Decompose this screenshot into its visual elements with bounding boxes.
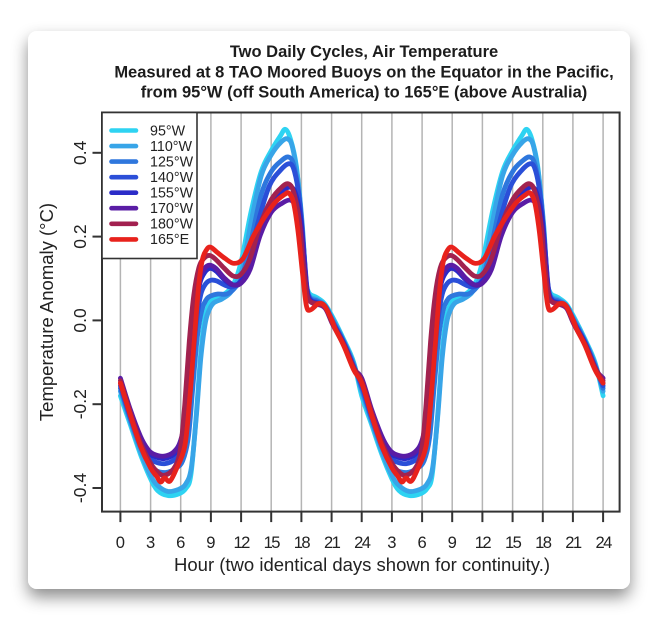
svg-text:3: 3 [146, 533, 155, 552]
svg-text:0.4: 0.4 [70, 140, 90, 165]
svg-text:95°W: 95°W [150, 123, 186, 139]
svg-text:180°W: 180°W [150, 217, 194, 233]
svg-text:155°W: 155°W [150, 186, 194, 202]
svg-text:140°W: 140°W [150, 170, 194, 186]
svg-text:-0.2: -0.2 [70, 389, 90, 419]
svg-text:0.2: 0.2 [70, 224, 90, 248]
svg-text:-0.4: -0.4 [70, 473, 90, 503]
svg-text:6: 6 [417, 533, 426, 552]
svg-text:Temperature Anomaly (°C): Temperature Anomaly (°C) [36, 203, 57, 421]
svg-text:24: 24 [595, 533, 612, 552]
svg-text:110°W: 110°W [150, 139, 193, 155]
svg-text:Measured at 8 TAO Moored Buoys: Measured at 8 TAO Moored Buoys on the Eq… [114, 64, 613, 82]
svg-text:21: 21 [565, 533, 582, 552]
svg-text:from 95°W (off South America): from 95°W (off South America) to 165°E (… [141, 84, 588, 102]
svg-text:170°W: 170°W [150, 201, 194, 217]
svg-text:125°W: 125°W [150, 154, 194, 170]
svg-text:0: 0 [116, 533, 125, 552]
svg-text:0.0: 0.0 [70, 308, 90, 333]
svg-text:24: 24 [354, 533, 371, 552]
svg-text:Two Daily Cycles, Air Temperat: Two Daily Cycles, Air Temperature [230, 43, 498, 61]
svg-text:12: 12 [233, 533, 250, 552]
svg-text:18: 18 [294, 533, 311, 552]
svg-text:3: 3 [387, 533, 396, 552]
svg-text:9: 9 [206, 533, 215, 552]
svg-text:12: 12 [475, 533, 492, 552]
svg-text:Hour (two identical days shown: Hour (two identical days shown for conti… [174, 554, 550, 575]
svg-text:15: 15 [505, 533, 522, 552]
svg-text:9: 9 [448, 533, 457, 552]
svg-text:18: 18 [535, 533, 552, 552]
svg-text:165°E: 165°E [150, 232, 189, 248]
svg-text:15: 15 [264, 533, 281, 552]
svg-text:6: 6 [176, 533, 185, 552]
svg-text:21: 21 [324, 533, 341, 552]
